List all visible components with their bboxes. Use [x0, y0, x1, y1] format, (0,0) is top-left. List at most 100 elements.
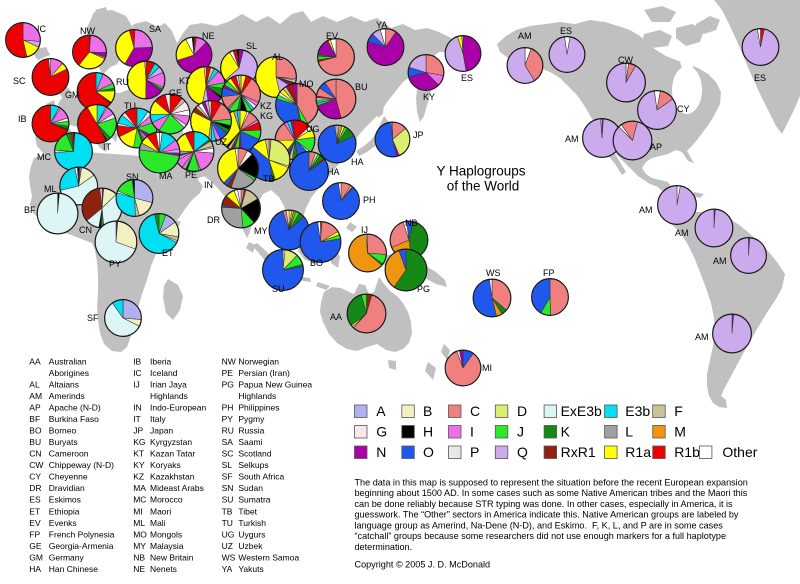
svg-text:IC: IC	[133, 368, 142, 378]
svg-text:HA: HA	[351, 157, 364, 167]
svg-text:GM: GM	[29, 552, 43, 562]
svg-text:Sumatra: Sumatra	[238, 495, 270, 505]
svg-text:CY: CY	[29, 472, 41, 482]
svg-text:AM: AM	[29, 391, 42, 401]
svg-text:R1b: R1b	[674, 444, 700, 460]
svg-text:Chippeway (N-D): Chippeway (N-D)	[49, 460, 114, 470]
svg-text:TB: TB	[263, 174, 275, 184]
svg-text:South Africa: South Africa	[238, 472, 284, 482]
svg-text:IC: IC	[37, 24, 47, 34]
svg-text:CY: CY	[677, 104, 690, 114]
svg-text:PG: PG	[417, 284, 430, 294]
svg-text:SC: SC	[13, 76, 26, 86]
svg-text:TU: TU	[222, 518, 233, 528]
svg-text:PG: PG	[222, 380, 234, 390]
svg-text:PE: PE	[185, 170, 197, 180]
svg-text:Mongols: Mongols	[150, 529, 182, 539]
svg-text:UZ: UZ	[215, 137, 227, 147]
svg-text:GE: GE	[29, 541, 42, 551]
svg-text:Cheyenne: Cheyenne	[49, 472, 88, 482]
svg-text:CW: CW	[29, 460, 43, 470]
svg-text:New Britain: New Britain	[150, 552, 194, 562]
svg-text:Uzbek: Uzbek	[238, 541, 263, 551]
svg-text:MO: MO	[299, 79, 314, 89]
svg-text:WS: WS	[486, 268, 501, 278]
svg-text:Cameroon: Cameroon	[49, 449, 89, 459]
svg-text:Ethiopia: Ethiopia	[49, 506, 80, 516]
svg-text:Copyright © 2005 J. D. McDonal: Copyright © 2005 J. D. McDonald	[355, 560, 491, 570]
svg-text:Buryats: Buryats	[49, 437, 78, 447]
svg-text:TB: TB	[222, 506, 233, 516]
svg-text:Russia: Russia	[238, 426, 264, 436]
svg-text:Scotland: Scotland	[238, 449, 271, 459]
svg-text:Han Chinese: Han Chinese	[49, 564, 98, 574]
svg-text:L: L	[625, 424, 633, 440]
svg-text:PH: PH	[363, 195, 376, 205]
svg-text:KT: KT	[133, 449, 144, 459]
svg-text:beginning about 1500 AD. In so: beginning about 1500 AD. In some cases s…	[355, 488, 748, 498]
svg-text:HA: HA	[29, 564, 41, 574]
svg-text:Italy: Italy	[150, 414, 166, 424]
svg-text:Other: Other	[722, 444, 757, 460]
svg-text:Persian (Iran): Persian (Iran)	[238, 368, 290, 378]
svg-text:HA: HA	[327, 167, 340, 177]
svg-text:PE: PE	[222, 368, 234, 378]
svg-text:DR: DR	[29, 483, 41, 493]
svg-text:Sudan: Sudan	[238, 483, 263, 493]
svg-text:Uygurs: Uygurs	[238, 529, 265, 539]
svg-text:B: B	[423, 403, 432, 419]
svg-text:D: D	[517, 403, 527, 419]
svg-text:YA: YA	[376, 20, 387, 30]
svg-text:PH: PH	[222, 403, 234, 413]
svg-text:Y Haplogroups: Y Haplogroups	[436, 164, 525, 179]
svg-text:SA: SA	[149, 24, 161, 34]
svg-text:Japan: Japan	[150, 426, 173, 436]
svg-text:YA: YA	[222, 564, 233, 574]
svg-text:Borneo: Borneo	[49, 426, 77, 436]
svg-text:IT: IT	[133, 414, 141, 424]
svg-text:Burkina Faso: Burkina Faso	[49, 414, 99, 424]
svg-text:Iceland: Iceland	[150, 368, 178, 378]
svg-text:Indo-European: Indo-European	[150, 403, 207, 413]
svg-text:AM: AM	[639, 205, 653, 215]
svg-text:F: F	[674, 403, 683, 419]
svg-text:can be done reliably because S: can be done reliably because STR typing …	[355, 499, 734, 509]
svg-text:The data in this map is suppos: The data in this map is supposed to repr…	[355, 477, 748, 487]
svg-text:Aborigines: Aborigines	[49, 368, 89, 378]
svg-text:Papua New Guinea: Papua New Guinea	[238, 380, 312, 390]
svg-text:Nenets: Nenets	[150, 564, 177, 574]
svg-text:Kyrgyzstan: Kyrgyzstan	[150, 437, 192, 447]
svg-text:J: J	[517, 424, 524, 440]
svg-text:Mali: Mali	[150, 518, 166, 528]
svg-text:I: I	[470, 424, 474, 440]
svg-text:Philippines: Philippines	[238, 403, 279, 413]
svg-text:DR: DR	[207, 215, 220, 225]
svg-text:CW: CW	[618, 55, 633, 65]
svg-text:Western Samoa: Western Samoa	[238, 552, 299, 562]
svg-text:WS: WS	[222, 552, 236, 562]
svg-text:Yakuts: Yakuts	[238, 564, 263, 574]
svg-text:SL: SL	[222, 460, 233, 470]
svg-text:KY: KY	[423, 92, 435, 102]
svg-text:SN: SN	[126, 172, 139, 182]
svg-text:SN: SN	[222, 483, 234, 493]
svg-text:Norwegian: Norwegian	[238, 357, 279, 367]
svg-text:Q: Q	[517, 444, 528, 460]
svg-text:Malaysia: Malaysia	[150, 541, 184, 551]
svg-text:Saami: Saami	[238, 437, 262, 447]
svg-text:ES: ES	[560, 26, 572, 36]
svg-text:JP: JP	[413, 130, 424, 140]
svg-text:UZ: UZ	[222, 541, 233, 551]
svg-text:MY: MY	[133, 541, 146, 551]
svg-text:EV: EV	[29, 518, 41, 528]
svg-text:determination.: determination.	[355, 542, 413, 552]
svg-text:O: O	[423, 444, 434, 460]
svg-text:KT: KT	[179, 76, 191, 86]
svg-text:Amerinds: Amerinds	[49, 391, 85, 401]
svg-text:Evenks: Evenks	[49, 518, 77, 528]
svg-text:ES: ES	[461, 73, 473, 83]
svg-text:SU: SU	[272, 284, 285, 294]
svg-text:KG: KG	[133, 437, 145, 447]
svg-text:MI: MI	[133, 506, 142, 516]
svg-text:Eskimos: Eskimos	[49, 495, 81, 505]
